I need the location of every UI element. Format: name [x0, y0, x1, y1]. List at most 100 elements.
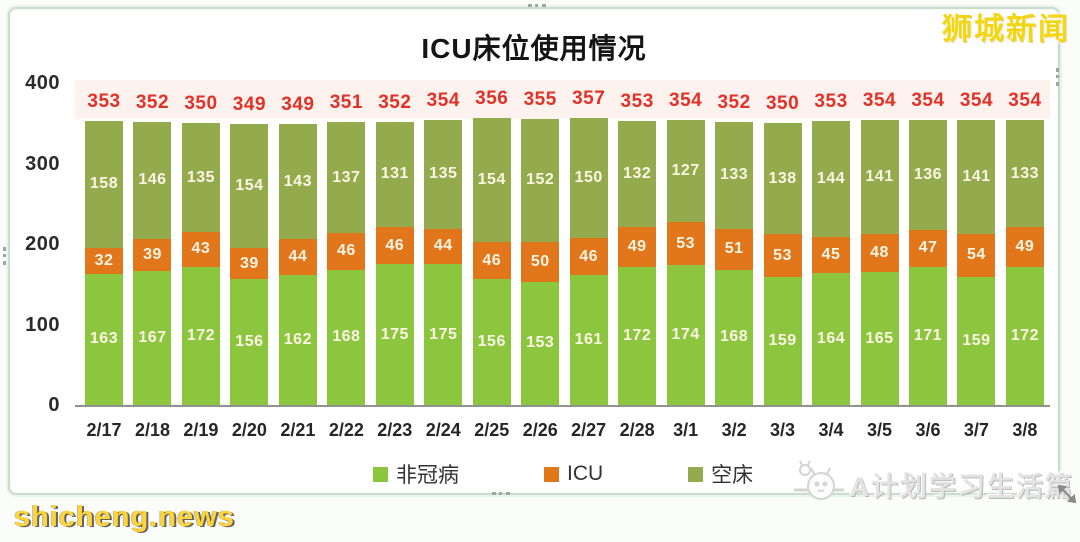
- segment-ICU-2/20: 39: [230, 248, 269, 280]
- handle-bottom-mid[interactable]: [492, 492, 510, 495]
- segment-value: 167: [138, 328, 167, 346]
- segment-空床-3/2: 133: [715, 121, 754, 229]
- bar-3/6: 171 47 136 354: [908, 83, 947, 405]
- total-label-2/27: 357: [572, 87, 606, 109]
- segment-value: 154: [235, 177, 264, 195]
- total-label-3/8: 354: [1008, 90, 1042, 112]
- total-label-2/26: 355: [523, 89, 557, 111]
- segment-非冠病-2/24: 175: [424, 264, 463, 405]
- total-label-3/3: 350: [765, 93, 800, 115]
- bar-2/23: 175 46 131 352: [375, 83, 414, 405]
- segment-value: 46: [385, 236, 405, 254]
- x-tick-3/8: 3/8: [1012, 420, 1038, 440]
- handle-right-mid[interactable]: [1056, 68, 1059, 86]
- segment-ICU-2/22: 46: [327, 232, 366, 270]
- segment-value: 133: [719, 166, 749, 184]
- bar-2/27: 161 46 150 357: [569, 83, 608, 405]
- segment-value: 50: [530, 252, 550, 270]
- segment-非冠病-3/7: 159: [957, 277, 996, 405]
- segment-ICU-2/27: 46: [569, 238, 608, 276]
- bar-3/7: 159 54 141 354: [957, 83, 996, 405]
- segment-空床-2/18: 146: [133, 121, 172, 240]
- x-tick-3/4: 3/4: [818, 420, 844, 440]
- segment-value: 146: [138, 171, 167, 189]
- segment-空床-2/26: 152: [521, 119, 560, 242]
- segment-value: 175: [429, 325, 458, 343]
- total-label-2/20: 349: [232, 94, 267, 116]
- total-label-2/24: 354: [426, 90, 460, 112]
- x-tick-3/6: 3/6: [915, 420, 941, 440]
- resize-cursor-icon: [1057, 484, 1077, 508]
- segment-非冠病-2/22: 168: [327, 269, 366, 405]
- bar-3/4: 164 45 144 353: [812, 83, 851, 405]
- segment-value: 165: [865, 329, 894, 347]
- x-tick-2/22: 2/22: [328, 420, 364, 440]
- segment-非冠病-2/21: 162: [278, 274, 317, 405]
- segment-value: 172: [623, 326, 652, 344]
- segment-空床-2/25: 154: [472, 118, 511, 243]
- segment-value: 156: [235, 333, 264, 351]
- segment-value: 132: [623, 164, 652, 182]
- total-label-3/1: 354: [669, 90, 703, 112]
- bars-row: 163 32 158 353 167 39 146 352 172 43 135 350 156 39 15…: [75, 83, 1050, 405]
- bar-3/1: 174 53 127 354: [666, 83, 705, 405]
- total-label-3/7: 354: [959, 90, 994, 112]
- segment-value: 168: [332, 328, 361, 346]
- segment-非冠病-3/1: 174: [666, 264, 705, 405]
- x-tick-2/28: 2/28: [619, 420, 655, 440]
- total-label-2/22: 351: [329, 92, 363, 114]
- y-tick-100: 100: [25, 313, 60, 336]
- total-label-3/2: 352: [717, 91, 751, 113]
- segment-value: 39: [240, 254, 259, 272]
- handle-left-mid[interactable]: [3, 247, 6, 265]
- handle-top-mid[interactable]: [528, 4, 546, 7]
- bar-3/5: 165 48 141 354: [860, 83, 899, 405]
- segment-value: 143: [283, 172, 312, 190]
- segment-value: 156: [477, 333, 506, 351]
- plot-area: 163 32 158 353 167 39 146 352 172 43 135 350 156 39 15…: [75, 80, 1050, 407]
- segment-value: 158: [89, 175, 119, 193]
- segment-value: 154: [477, 171, 506, 189]
- total-label-2/17: 353: [87, 90, 121, 112]
- total-label-2/25: 356: [475, 88, 509, 110]
- total-label-2/28: 353: [620, 90, 654, 112]
- segment-value: 46: [336, 242, 356, 260]
- total-label-3/6: 354: [911, 90, 945, 112]
- segment-value: 32: [94, 251, 114, 269]
- total-label-3/4: 353: [814, 90, 848, 112]
- bar-2/22: 168 46 137 351: [327, 83, 366, 405]
- x-tick-2/27: 2/27: [571, 420, 607, 440]
- segment-value: 47: [918, 239, 938, 257]
- totals-band: [75, 80, 1050, 119]
- bar-3/2: 168 51 133 352: [715, 83, 754, 405]
- segment-value: 48: [870, 243, 889, 261]
- x-tick-3/1: 3/1: [673, 420, 699, 440]
- segment-ICU-2/19: 43: [181, 231, 220, 267]
- x-tick-2/17: 2/17: [86, 420, 122, 440]
- x-tick-3/7: 3/7: [963, 420, 989, 440]
- segment-value: 51: [724, 240, 744, 258]
- bar-2/26: 153 50 152 355: [521, 83, 560, 405]
- segment-ICU-3/6: 47: [908, 229, 947, 268]
- segment-非冠病-2/20: 156: [230, 279, 269, 405]
- segment-value: 135: [429, 165, 458, 183]
- bar-2/19: 172 43 135 350: [181, 83, 220, 405]
- segment-非冠病-3/6: 171: [908, 267, 947, 405]
- segment-value: 46: [579, 247, 599, 265]
- segment-value: 136: [913, 165, 943, 183]
- segment-非冠病-3/3: 159: [763, 277, 802, 405]
- segment-非冠病-2/28: 172: [618, 266, 657, 405]
- segment-value: 46: [482, 251, 502, 269]
- x-tick-2/26: 2/26: [522, 420, 558, 440]
- segment-空床-3/6: 136: [908, 120, 947, 230]
- segment-空床-2/27: 150: [569, 117, 608, 239]
- segment-ICU-2/23: 46: [375, 227, 414, 265]
- x-tick-3/2: 3/2: [721, 420, 747, 440]
- segment-value: 141: [865, 167, 894, 185]
- segment-value: 172: [186, 326, 216, 344]
- bar-2/18: 167 39 146 352: [133, 83, 172, 405]
- x-tick-2/18: 2/18: [134, 420, 170, 440]
- segment-value: 138: [768, 169, 797, 187]
- segment-value: 141: [962, 167, 991, 185]
- segment-空床-3/4: 144: [812, 120, 851, 237]
